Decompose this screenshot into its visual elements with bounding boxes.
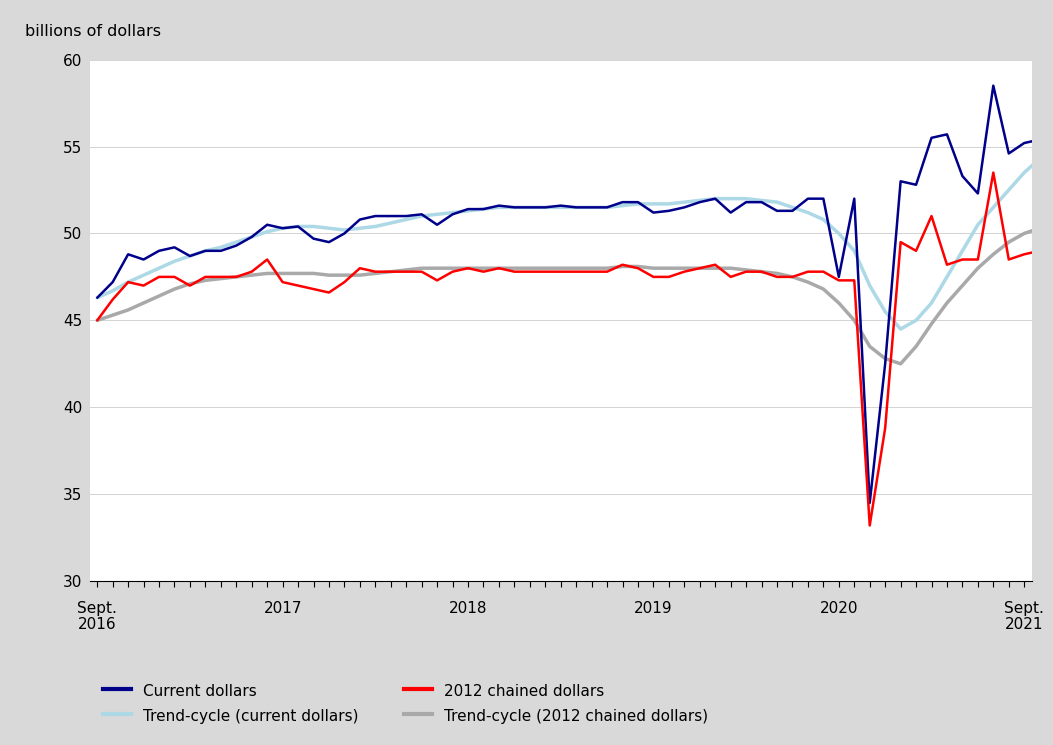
- Text: billions of dollars: billions of dollars: [25, 24, 161, 39]
- Text: Sept.: Sept.: [77, 600, 117, 615]
- Text: 2017: 2017: [263, 600, 302, 615]
- Text: 2019: 2019: [634, 600, 673, 615]
- Text: Sept.: Sept.: [1005, 600, 1045, 615]
- Text: 2020: 2020: [819, 600, 858, 615]
- Legend: Current dollars, Trend-cycle (current dollars), 2012 chained dollars, Trend-cycl: Current dollars, Trend-cycle (current do…: [97, 676, 714, 730]
- Text: 2021: 2021: [1005, 617, 1044, 633]
- Text: 2016: 2016: [78, 617, 117, 633]
- Text: 2018: 2018: [449, 600, 488, 615]
